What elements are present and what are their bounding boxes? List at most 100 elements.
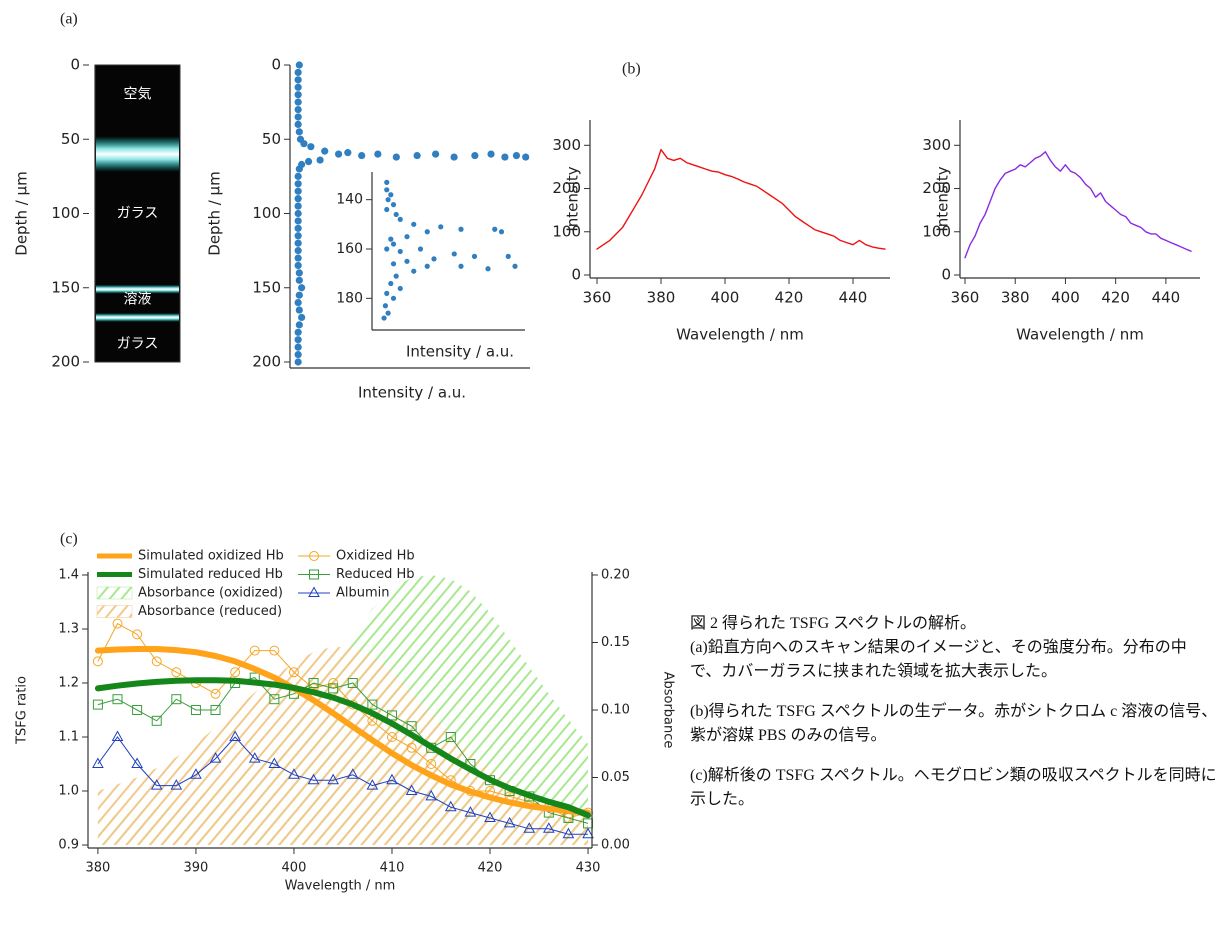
point <box>398 286 403 291</box>
y-tick-label: 0.15 <box>601 635 630 650</box>
point <box>512 264 517 269</box>
point <box>384 207 389 212</box>
point <box>296 128 303 135</box>
caption-text: (b)得られた TSFG スペクトルの生データ。赤がシトクロム c 溶液の信号、… <box>690 700 1218 748</box>
y-tick-label: 0 <box>271 56 281 74</box>
point <box>394 274 399 279</box>
x-tick-label: 400 <box>282 861 307 876</box>
x-tick-label: 380 <box>85 861 110 876</box>
point <box>295 76 302 83</box>
y-tick-label: 1.3 <box>58 622 79 637</box>
point <box>295 202 302 209</box>
point <box>298 314 305 321</box>
y-tick-label: 50 <box>262 130 281 148</box>
region-label: ガラス <box>117 206 159 222</box>
point <box>295 84 302 91</box>
y-tick-label: 100 <box>51 204 80 222</box>
y-tick-label: 0.20 <box>601 568 630 583</box>
point <box>295 188 302 195</box>
point <box>386 311 391 316</box>
point <box>295 358 302 365</box>
panel-label: (a) <box>60 11 78 28</box>
point <box>388 192 393 197</box>
band <box>96 136 179 172</box>
point <box>295 91 302 98</box>
axis-label: TSFG ratio <box>15 676 30 745</box>
point <box>404 234 409 239</box>
point <box>295 113 302 120</box>
point <box>300 140 307 147</box>
point <box>432 151 439 158</box>
x-tick-label: 390 <box>184 861 209 876</box>
point <box>298 284 305 291</box>
point <box>296 292 303 299</box>
point <box>404 259 409 264</box>
region-label: 溶液 <box>124 292 152 308</box>
point <box>383 303 388 308</box>
point <box>384 291 389 296</box>
point <box>492 227 497 232</box>
panel-label: (c) <box>60 531 78 548</box>
y-tick-label: 0 <box>941 266 951 284</box>
y-tick-label: 180 <box>336 290 363 306</box>
point <box>472 254 477 259</box>
y-tick-label: 0.05 <box>601 770 630 785</box>
point <box>295 195 302 202</box>
panel-label: (b) <box>622 61 641 78</box>
point <box>295 225 302 232</box>
legend-label: Reduced Hb <box>336 567 415 582</box>
x-axis-label: Wavelength / nm <box>676 326 804 344</box>
x-axis-label: Intensity / a.u. <box>406 343 514 361</box>
y-tick-label: 140 <box>336 192 363 208</box>
x-tick-label: 420 <box>478 861 503 876</box>
point <box>513 152 520 159</box>
x-tick-label: 360 <box>583 289 612 307</box>
point <box>295 173 302 180</box>
point <box>344 149 351 156</box>
point <box>452 251 457 256</box>
point <box>295 99 302 106</box>
caption: 図 2 得られた TSFG スペクトルの解析。 (a)鉛直方向へのスキャン結果の… <box>690 612 1218 828</box>
legend-label: Absorbance (oxidized) <box>138 586 283 601</box>
point <box>418 246 423 251</box>
point <box>307 143 314 150</box>
axis-label: Intensity <box>934 166 952 231</box>
y-tick-label: 0.10 <box>601 703 630 718</box>
point <box>388 237 393 242</box>
point <box>295 247 302 254</box>
x-axis-label: Intensity / a.u. <box>358 384 466 402</box>
y-tick-label: 1.0 <box>58 784 79 799</box>
point <box>485 266 490 271</box>
point <box>374 151 381 158</box>
point <box>501 153 508 160</box>
point <box>438 224 443 229</box>
axis-label: Intensity <box>564 166 582 231</box>
y-tick-label: 1.1 <box>58 730 79 745</box>
legend-label: Albumin <box>336 586 390 601</box>
legend-label: Simulated reduced Hb <box>138 567 283 582</box>
x-tick-label: 360 <box>951 289 980 307</box>
point <box>431 256 436 261</box>
point <box>522 153 529 160</box>
point <box>391 296 396 301</box>
marker <box>113 732 123 741</box>
x-tick-label: 430 <box>576 861 601 876</box>
point <box>295 240 302 247</box>
point <box>391 261 396 266</box>
point <box>295 351 302 358</box>
point <box>381 315 386 320</box>
y-tick-label: 100 <box>252 204 281 222</box>
point <box>295 299 302 306</box>
point <box>295 121 302 128</box>
inset-background <box>372 172 525 330</box>
y-tick-label: 300 <box>552 136 581 154</box>
x-tick-label: 440 <box>1152 289 1181 307</box>
point <box>295 232 302 239</box>
point <box>295 262 302 269</box>
point <box>296 277 303 284</box>
point <box>398 217 403 222</box>
x-tick-label: 380 <box>1001 289 1030 307</box>
page-body: (a) (b) (c) 空気ガラス溶液ガラス050100150200Depth … <box>0 0 1222 946</box>
y-tick-label: 0 <box>70 56 80 74</box>
point <box>295 336 302 343</box>
